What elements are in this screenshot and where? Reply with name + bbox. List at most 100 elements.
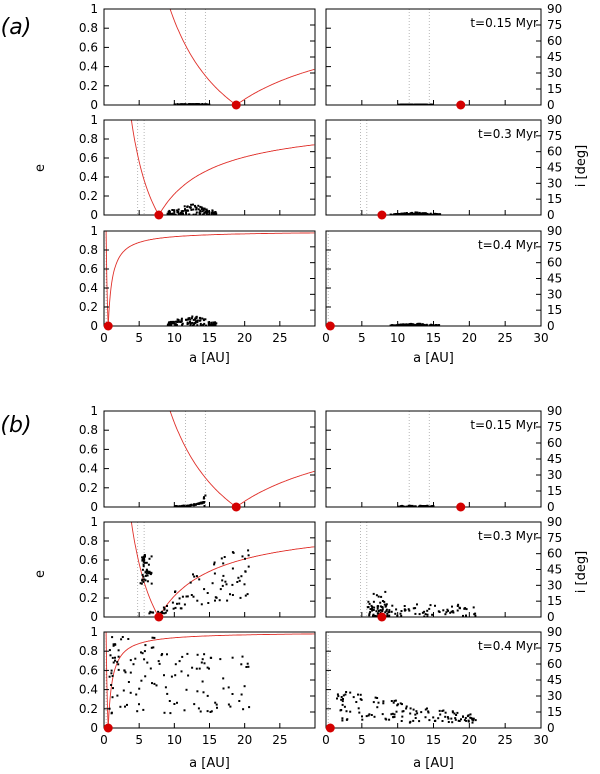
- particle-point: [144, 644, 147, 647]
- apoapsis-crossing-curve: [169, 9, 237, 105]
- particle-point: [345, 691, 348, 693]
- x-axis-label-right: a [AU]: [413, 351, 454, 366]
- particle-point: [207, 213, 210, 215]
- i-tick-label: 30: [547, 468, 562, 482]
- particle-point: [123, 669, 126, 672]
- particle-point: [171, 209, 174, 211]
- i-tick-label: 90: [547, 224, 562, 238]
- e-tick-label: 0.8: [79, 21, 98, 35]
- particle-point: [145, 572, 148, 575]
- eccentricity-panel: [103, 631, 316, 729]
- planet-marker: [154, 612, 164, 622]
- e-tick-label: 0: [90, 98, 98, 112]
- particle-point: [134, 657, 137, 660]
- particle-point: [214, 599, 216, 602]
- particle-point: [170, 675, 173, 678]
- particle-point: [417, 322, 420, 325]
- particle-point: [373, 715, 376, 718]
- planet-marker: [231, 100, 241, 110]
- particle-point: [416, 712, 419, 715]
- periapsis-crossing-curve: [159, 546, 315, 617]
- particle-point: [422, 213, 425, 215]
- particle-point: [213, 563, 216, 566]
- particle-point: [196, 690, 199, 693]
- particle-point: [406, 324, 408, 326]
- particle-point: [412, 708, 415, 711]
- particle-point: [199, 210, 202, 213]
- a-tick-label: 0: [322, 733, 330, 747]
- particle-point: [244, 570, 247, 573]
- particle-point: [374, 696, 377, 699]
- particle-point: [442, 709, 445, 712]
- e-tick-label: 0.2: [79, 481, 98, 495]
- planet-marker: [325, 321, 335, 331]
- particle-point: [471, 718, 474, 721]
- particle-point: [210, 212, 213, 215]
- particle-point: [209, 711, 212, 713]
- particle-point: [142, 560, 145, 563]
- particle-point: [144, 579, 147, 582]
- particle-point: [117, 663, 120, 666]
- particle-point: [145, 568, 148, 571]
- particle-point: [197, 204, 200, 207]
- particle-point: [202, 209, 205, 211]
- particle-point: [181, 213, 184, 215]
- particle-point: [381, 600, 384, 602]
- particle-point: [393, 213, 396, 215]
- particle-point: [199, 205, 202, 208]
- particle-point: [445, 611, 448, 614]
- particle-point: [427, 711, 430, 714]
- particle-point: [212, 324, 215, 326]
- particle-point: [426, 615, 429, 617]
- planet-marker: [154, 210, 164, 220]
- particle-point: [231, 656, 234, 659]
- particle-point: [191, 315, 194, 318]
- particle-point: [168, 700, 171, 702]
- particle-point: [247, 565, 250, 568]
- particle-point: [171, 212, 174, 215]
- particle-point: [465, 719, 468, 722]
- particle-point: [206, 210, 209, 213]
- particle-point: [376, 697, 379, 699]
- particle-point: [219, 658, 222, 661]
- particle-point: [411, 213, 414, 215]
- particle-point: [179, 321, 182, 323]
- particle-point: [241, 555, 244, 558]
- particle-point: [198, 319, 201, 322]
- e-tick-label: 0.6: [79, 151, 98, 165]
- time-label: t=0.3 Myr: [478, 529, 538, 543]
- particle-point: [190, 317, 193, 320]
- i-tick-label: 75: [547, 18, 562, 32]
- particle-point: [186, 652, 189, 655]
- particle-point: [452, 611, 455, 614]
- particle-point: [400, 614, 403, 617]
- particle-point: [416, 324, 419, 326]
- particle-point: [390, 610, 393, 613]
- particle-point: [399, 702, 402, 705]
- particle-point: [381, 610, 384, 613]
- particle-point: [416, 211, 418, 214]
- particle-point: [195, 211, 198, 214]
- particle-point: [403, 505, 406, 507]
- particle-point: [192, 595, 195, 598]
- particle-point: [201, 210, 204, 213]
- particle-point: [344, 693, 347, 696]
- i-tick-label: 90: [547, 2, 562, 16]
- particle-point: [178, 103, 181, 105]
- particle-point: [211, 209, 214, 212]
- particle-point: [415, 213, 418, 215]
- particle-point: [244, 557, 246, 560]
- particle-point: [213, 561, 216, 564]
- particle-point: [207, 321, 210, 324]
- particle-point: [146, 574, 149, 577]
- i-tick-label: 60: [547, 436, 562, 450]
- particle-point: [199, 710, 202, 713]
- particle-point: [341, 719, 344, 722]
- particle-point: [184, 208, 186, 211]
- particle-point: [457, 603, 460, 606]
- a-tick-label: 20: [462, 331, 477, 345]
- particle-point: [418, 211, 421, 214]
- particle-point: [149, 667, 152, 670]
- particle-point: [121, 636, 124, 638]
- particle-point: [193, 504, 196, 506]
